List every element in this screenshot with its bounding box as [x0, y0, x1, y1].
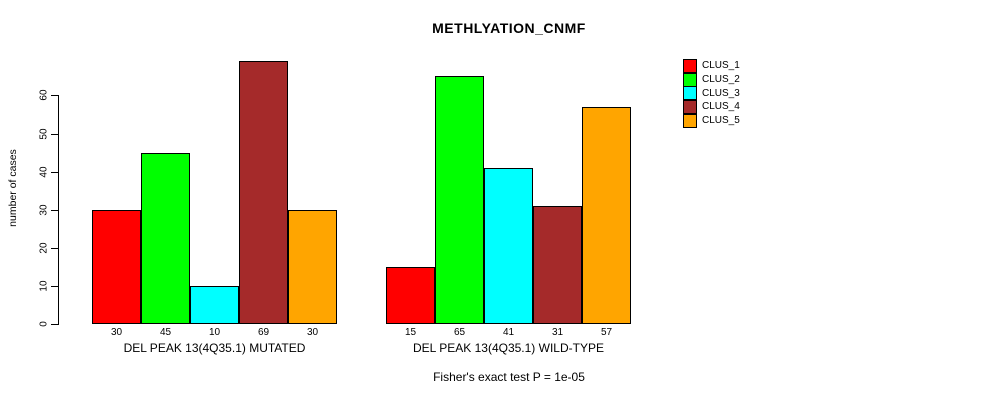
group-label-1: DEL PEAK 13(4Q35.1) MUTATED — [123, 341, 306, 355]
y-axis-tick — [51, 209, 58, 211]
y-axis-tick-label: 0 — [38, 321, 50, 327]
legend-item-clus_2: CLUS_2 — [683, 72, 740, 87]
chart-title: METHLYATION_CNMF — [432, 20, 586, 36]
bar-clus_5-group1 — [288, 209, 337, 324]
legend-swatch-icon — [683, 58, 697, 73]
legend-item-clus_4: CLUS_4 — [683, 99, 740, 114]
y-axis-label: number of cases — [7, 149, 19, 227]
y-axis-tick-label: 50 — [38, 127, 50, 140]
bar-value-label: 69 — [257, 327, 270, 338]
bar-clus_1-group1 — [92, 209, 141, 324]
legend-swatch-icon — [683, 99, 697, 114]
legend-label: CLUS_1 — [702, 60, 740, 72]
y-axis-tick-label: 20 — [38, 242, 50, 254]
legend-swatch-icon — [683, 86, 697, 101]
bar-value-label: 31 — [551, 327, 564, 338]
y-axis-tick — [51, 95, 58, 97]
bar-value-label: 65 — [453, 327, 466, 338]
legend-item-clus_1: CLUS_1 — [683, 58, 740, 73]
group-label-2: DEL PEAK 13(4Q35.1) WILD-TYPE — [413, 341, 604, 355]
bar-clus_4-group1 — [239, 61, 288, 324]
bar-clus_2-group1 — [141, 152, 190, 324]
y-axis-tick — [51, 324, 58, 325]
bar-value-label: 30 — [306, 327, 319, 338]
annotation-fisher-test: Fisher's exact test P = 1e-05 — [433, 370, 585, 384]
y-axis-tick-label: 60 — [38, 89, 50, 101]
bar-value-label: 45 — [159, 327, 172, 338]
bar-value-label: 15 — [404, 327, 417, 338]
legend: CLUS_1 CLUS_2 CLUS_3 CLUS_4 CLUS_5 — [683, 58, 740, 128]
legend-item-clus_3: CLUS_3 — [683, 86, 740, 101]
bar-value-label: 10 — [208, 327, 221, 338]
bar-clus_3-group1 — [190, 285, 239, 324]
y-axis-tick — [51, 171, 58, 173]
legend-item-clus_5: CLUS_5 — [683, 113, 740, 128]
y-axis-tick — [51, 133, 58, 135]
legend-label: CLUS_3 — [702, 87, 740, 99]
y-axis-tick-label: 30 — [38, 204, 50, 216]
y-axis-tick-label: 10 — [38, 280, 50, 292]
bar-clus_2-group2 — [435, 76, 484, 324]
y-axis-tick-label: 40 — [38, 166, 50, 178]
y-axis-tick — [51, 285, 58, 287]
y-axis-tick — [51, 247, 58, 249]
legend-swatch-icon — [683, 113, 697, 128]
bar-clus_5-group2 — [582, 106, 631, 324]
legend-label: CLUS_2 — [702, 74, 740, 86]
bar-value-label: 30 — [110, 327, 123, 338]
legend-label: CLUS_4 — [702, 101, 740, 113]
y-axis-line — [58, 95, 59, 325]
bar-clus_1-group2 — [386, 266, 435, 324]
bar-clus_3-group2 — [484, 167, 533, 324]
bar-value-label: 57 — [600, 327, 613, 338]
legend-label: CLUS_5 — [702, 115, 740, 127]
bar-value-label: 41 — [502, 327, 515, 338]
bar-clus_4-group2 — [533, 205, 582, 324]
legend-swatch-icon — [683, 72, 697, 87]
